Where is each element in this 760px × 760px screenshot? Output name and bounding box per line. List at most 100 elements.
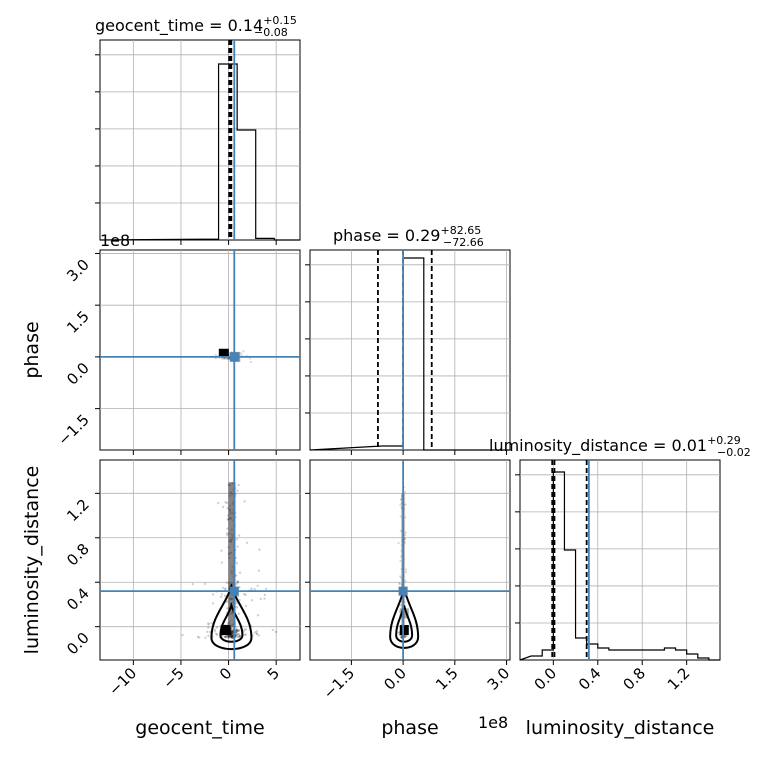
sample-point bbox=[238, 598, 241, 602]
sample-point bbox=[230, 630, 233, 633]
sample-point bbox=[405, 568, 408, 571]
sample-point bbox=[230, 632, 233, 635]
sample-point bbox=[400, 636, 403, 639]
truth-marker bbox=[229, 352, 239, 362]
sample-point bbox=[399, 576, 403, 579]
sample-point bbox=[245, 541, 249, 544]
sample-point bbox=[257, 634, 261, 637]
sample-point bbox=[404, 635, 407, 638]
sample-point bbox=[230, 632, 233, 635]
sample-point bbox=[213, 630, 216, 633]
tick-label-x: 0.4 bbox=[575, 664, 605, 694]
sample-point bbox=[238, 571, 242, 574]
sample-point bbox=[221, 586, 225, 589]
sample-point bbox=[236, 629, 239, 632]
sample-point bbox=[220, 549, 223, 552]
sample-point bbox=[223, 635, 227, 639]
sample-point bbox=[227, 634, 231, 638]
tick-label-y: 0.0 bbox=[63, 359, 93, 389]
sample-point bbox=[400, 636, 403, 639]
sample-point bbox=[235, 562, 239, 565]
sample-point bbox=[226, 357, 229, 360]
sample-point bbox=[237, 483, 240, 487]
sample-point bbox=[225, 635, 228, 639]
xlabel-phase: phase bbox=[381, 717, 438, 739]
sample-point bbox=[244, 593, 247, 597]
sample-point bbox=[196, 635, 200, 638]
sample-point bbox=[403, 635, 407, 638]
contour-inner bbox=[395, 605, 414, 643]
panel-luminosity-vs-phase bbox=[309, 459, 511, 661]
sample-point bbox=[224, 587, 227, 590]
ylabel-luminosity-distance: luminosity_distance bbox=[21, 466, 43, 655]
sample-point bbox=[227, 635, 230, 638]
sample-point bbox=[210, 621, 213, 625]
sample-point bbox=[263, 593, 267, 597]
tick-label-y: 1.2 bbox=[63, 495, 93, 525]
panel-luminosity-distance-hist bbox=[519, 459, 721, 661]
sample-point bbox=[237, 632, 240, 636]
sample-point bbox=[399, 529, 402, 533]
sample-point bbox=[243, 592, 246, 596]
xlabel-geocent-time: geocent_time bbox=[135, 717, 264, 739]
sample-point bbox=[235, 628, 239, 631]
sample-point bbox=[236, 629, 239, 633]
tick-label-x: 0.8 bbox=[619, 664, 649, 694]
sample-point bbox=[253, 631, 257, 634]
tick-label-y: 0.8 bbox=[63, 540, 93, 570]
hist-luminosity-distance bbox=[519, 471, 720, 661]
sample-point bbox=[226, 636, 230, 639]
tick-label-y: 3.0 bbox=[63, 256, 93, 286]
sample-point bbox=[399, 575, 402, 578]
sample-point bbox=[226, 527, 229, 530]
sample-point bbox=[399, 515, 402, 518]
sample-point bbox=[398, 582, 401, 585]
sample-point bbox=[230, 629, 233, 633]
sample-point bbox=[215, 632, 218, 636]
sample-point bbox=[224, 635, 227, 638]
sample-point bbox=[230, 636, 233, 639]
tick-label-y: −1.5 bbox=[54, 411, 92, 449]
sample-point bbox=[235, 606, 239, 609]
sample-point bbox=[226, 506, 229, 510]
sample-point bbox=[243, 628, 246, 631]
sample-point bbox=[224, 635, 228, 638]
sample-point bbox=[224, 636, 227, 639]
sample-point bbox=[237, 635, 241, 639]
sample-point bbox=[400, 603, 403, 607]
sample-point bbox=[211, 593, 215, 596]
sample-point bbox=[237, 629, 241, 632]
sample-point bbox=[230, 635, 233, 639]
sample-point bbox=[235, 632, 238, 636]
sample-point bbox=[225, 581, 229, 584]
sample-point bbox=[240, 352, 243, 355]
sample-point bbox=[226, 634, 229, 637]
density-block bbox=[399, 608, 409, 619]
sample-point bbox=[399, 555, 403, 558]
sample-point bbox=[211, 602, 215, 605]
sample-point bbox=[229, 635, 232, 638]
sample-point bbox=[230, 632, 233, 635]
sample-point bbox=[403, 533, 407, 537]
sample-point bbox=[219, 595, 223, 599]
sample-point bbox=[255, 630, 259, 633]
sample-point bbox=[235, 583, 238, 586]
sample-point bbox=[238, 634, 242, 638]
sample-point bbox=[397, 631, 401, 634]
sample-point bbox=[230, 632, 233, 635]
panel-phase-vs-geocent-time bbox=[99, 249, 301, 451]
sample-point bbox=[403, 636, 406, 639]
sample-point bbox=[204, 636, 207, 639]
sample-point bbox=[237, 612, 240, 615]
sample-point bbox=[405, 634, 408, 638]
sample-point bbox=[399, 498, 402, 501]
sample-point bbox=[400, 635, 403, 639]
sample-point bbox=[228, 635, 232, 638]
sample-point bbox=[264, 587, 268, 590]
sample-point bbox=[223, 357, 226, 360]
sample-point bbox=[404, 503, 407, 506]
sample-point bbox=[235, 538, 238, 541]
sample-point bbox=[220, 357, 224, 360]
sample-point bbox=[215, 633, 219, 636]
sample-point bbox=[234, 574, 238, 577]
